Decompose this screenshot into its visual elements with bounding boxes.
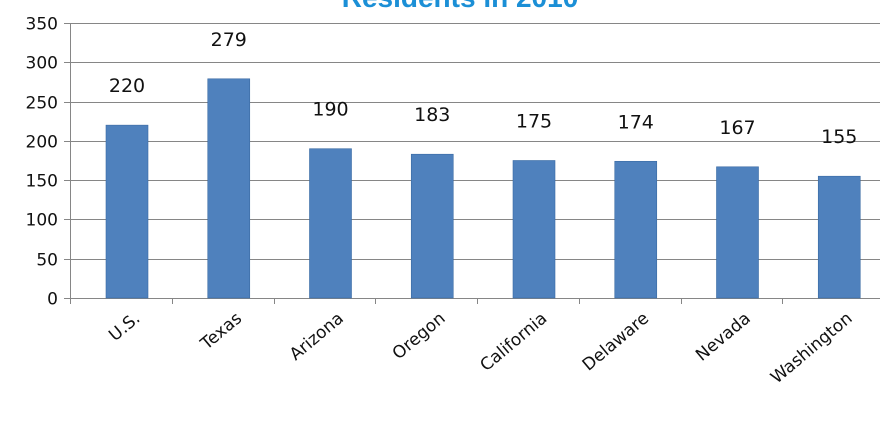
- data-label: 190: [312, 99, 348, 121]
- x-tick-label: Oregon: [389, 309, 450, 364]
- bar-california: [512, 160, 556, 299]
- y-tick-label: 0: [47, 290, 58, 310]
- data-label: 174: [618, 111, 654, 133]
- data-labels: 220 279 190 183 175 174 167 155: [109, 29, 858, 148]
- bar-arizona: [309, 148, 352, 299]
- bar-nevada: [716, 166, 759, 299]
- bar-oregon: [410, 153, 454, 299]
- y-axis-tick-labels: 0 50 100 150 200 250 300 350: [26, 15, 58, 310]
- x-tick-label: Washington: [767, 309, 856, 389]
- bar-us: [105, 124, 149, 299]
- axes: [64, 23, 880, 304]
- x-tick-label: Delaware: [579, 309, 653, 376]
- data-label: 175: [516, 111, 552, 133]
- gridlines: [70, 23, 880, 260]
- y-tick-label: 300: [26, 54, 58, 74]
- bars: [105, 78, 861, 299]
- data-label: 155: [821, 126, 857, 148]
- y-tick-label: 350: [26, 15, 58, 35]
- x-axis-tick-labels: U.S. Texas Arizona Oregon California Delaware…: [105, 308, 856, 388]
- data-label: 220: [109, 75, 145, 97]
- x-tick-label: California: [477, 309, 552, 376]
- x-tick-label: Texas: [196, 308, 246, 354]
- x-tick-label: Nevada: [692, 309, 755, 366]
- y-tick-label: 250: [26, 94, 58, 114]
- data-label: 279: [211, 29, 247, 51]
- x-tick-label: U.S.: [105, 309, 144, 346]
- x-tick-label: Arizona: [286, 309, 348, 365]
- y-tick-label: 100: [26, 211, 58, 231]
- chart-title: Residents in 2010: [342, 0, 579, 13]
- data-label: 167: [719, 117, 755, 139]
- y-tick-label: 200: [26, 133, 58, 153]
- data-label: 183: [414, 104, 450, 126]
- bar-delaware: [614, 160, 658, 299]
- y-tick-label: 50: [36, 251, 58, 271]
- bar-texas: [207, 78, 251, 299]
- bar-washington: [817, 175, 861, 299]
- y-tick-label: 150: [26, 172, 58, 192]
